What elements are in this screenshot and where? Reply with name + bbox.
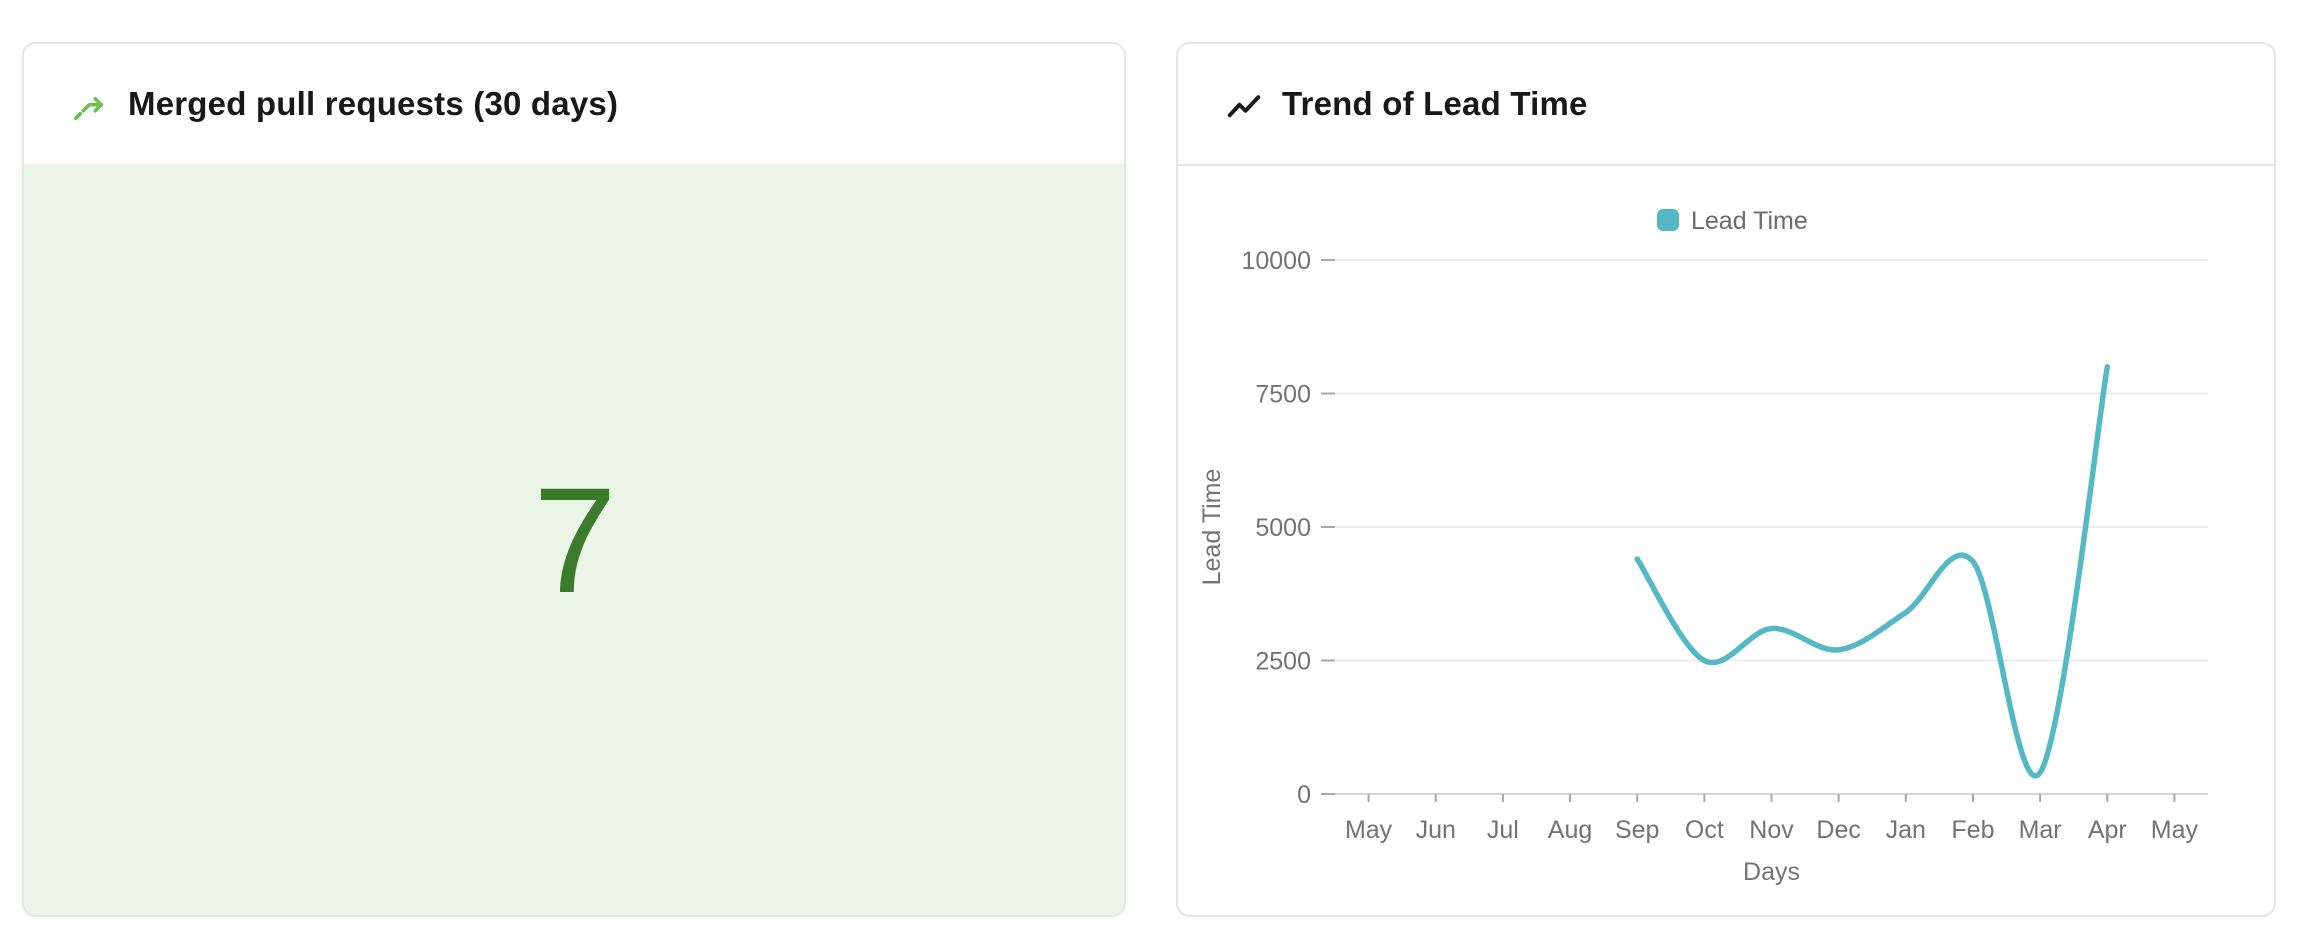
x-tick-label: Jun xyxy=(1416,816,1456,844)
x-tick-label: Apr xyxy=(2088,816,2127,844)
trend-line-icon xyxy=(1226,86,1262,122)
x-tick-label: Oct xyxy=(1685,816,1724,844)
x-tick-label: Dec xyxy=(1816,816,1860,844)
merged-pr-card: Merged pull requests (30 days) 7 xyxy=(22,42,1126,917)
lead-time-chart-canvas: 0 2500 5000 7500 10000 May Jun Jul Aug Sep Oct Nov D… xyxy=(1198,207,2208,886)
x-tick-label: Sep xyxy=(1615,816,1659,844)
x-tick-label: May xyxy=(1345,816,1393,844)
y-tick-label: 2500 xyxy=(1255,648,1311,676)
lead-time-chart: 0 2500 5000 7500 10000 May Jun Jul Aug Sep Oct Nov D… xyxy=(1178,168,2274,915)
lead-time-card: Trend of Lead Time 0 2500 5000 7500 10000 May… xyxy=(1176,42,2276,917)
x-tick-label: Nov xyxy=(1749,816,1794,844)
merged-pr-card-title: Merged pull requests (30 days) xyxy=(128,85,619,122)
y-axis-name: Lead Time xyxy=(1198,469,1226,586)
x-tick-label: May xyxy=(2151,816,2199,844)
y-tick-label: 7500 xyxy=(1255,381,1311,409)
merged-pr-stat-panel: 7 xyxy=(24,164,1124,915)
x-tick-label: Jul xyxy=(1487,816,1519,844)
y-tick-label: 0 xyxy=(1297,781,1311,809)
legend-item-lead-time[interactable]: Lead Time xyxy=(1657,207,1808,235)
git-merge-icon xyxy=(72,86,108,122)
merged-pr-card-header: Merged pull requests (30 days) xyxy=(24,44,1124,166)
legend-label: Lead Time xyxy=(1691,207,1808,235)
x-tick-label: Aug xyxy=(1548,816,1592,844)
x-tick-label: Mar xyxy=(2019,816,2062,844)
x-tick-label: Jan xyxy=(1886,816,1926,844)
x-axis-name: Days xyxy=(1743,858,1800,886)
lead-time-card-header: Trend of Lead Time xyxy=(1178,44,2274,166)
y-tick-label: 5000 xyxy=(1255,514,1311,542)
x-tick-label: Feb xyxy=(1951,816,1994,844)
legend-swatch xyxy=(1657,209,1679,231)
lead-time-series-line[interactable] xyxy=(1634,364,2111,779)
merged-pr-count: 7 xyxy=(533,455,616,624)
y-tick-label: 10000 xyxy=(1241,247,1311,275)
lead-time-card-title: Trend of Lead Time xyxy=(1282,85,1588,122)
